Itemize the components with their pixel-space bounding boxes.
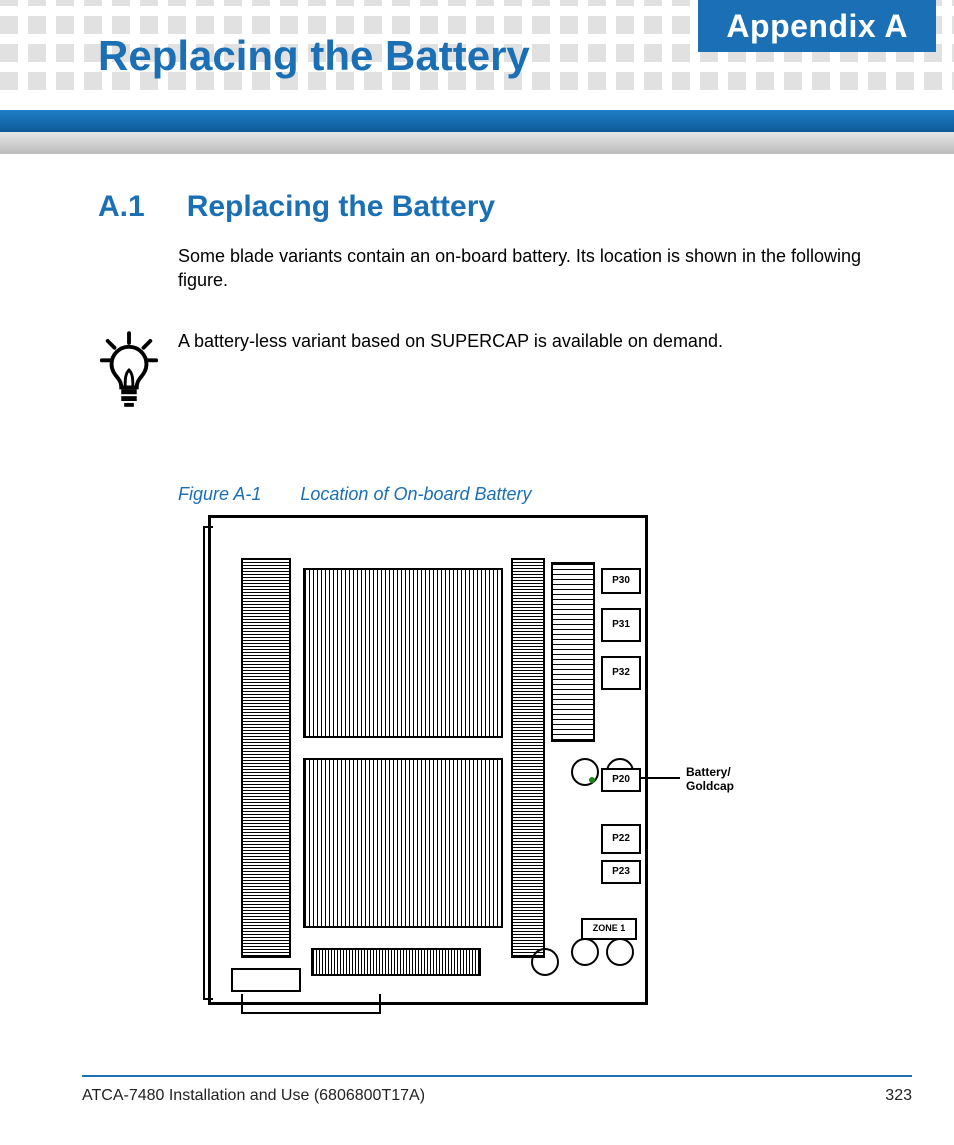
header-blue-bar <box>0 110 954 132</box>
connector-zone1: ZONE 1 <box>581 918 637 940</box>
connector-p30: P30 <box>601 568 641 594</box>
appendix-label: Appendix A <box>726 8 908 45</box>
board-outline: P30 P31 P32 P20 P22 P23 ZONE 1 <box>208 515 648 1005</box>
heatsink-top <box>303 568 503 738</box>
board-handle <box>241 994 381 1014</box>
callout-line1: Battery/ <box>686 765 731 779</box>
connector-p23: P23 <box>601 860 641 884</box>
connector-p31: P31 <box>601 608 641 642</box>
figure-title: Location of On-board Battery <box>300 484 531 504</box>
page-title: Replacing the Battery <box>98 32 530 80</box>
section-heading-row: A.1 Replacing the Battery <box>98 190 888 224</box>
connector-p22: P22 <box>601 824 641 854</box>
bottom-left-block <box>231 968 301 992</box>
tip-block: A battery-less variant based on SUPERCAP… <box>98 331 888 414</box>
module-right <box>551 562 595 742</box>
callout-line2: Goldcap <box>686 779 734 793</box>
connector-p32: P32 <box>601 656 641 690</box>
page-footer: ATCA-7480 Installation and Use (6806800T… <box>82 1075 912 1105</box>
section-heading: Replacing the Battery <box>187 190 495 224</box>
battery-marker-dot <box>589 777 595 783</box>
capacitor-icon <box>531 948 559 976</box>
figure-caption: Figure A-1 Location of On-board Battery <box>178 484 888 505</box>
connector-bottom-strip <box>311 948 481 976</box>
capacitor-icon <box>571 938 599 966</box>
heatsink-bottom <box>303 758 503 928</box>
dimm-slots-left <box>241 558 291 958</box>
callout-leader-line <box>640 777 680 779</box>
capacitor-icon <box>571 758 599 786</box>
footer-doc-title: ATCA-7480 Installation and Use (6806800T… <box>82 1087 425 1105</box>
tip-text: A battery-less variant based on SUPERCAP… <box>178 331 723 352</box>
section-number: A.1 <box>98 190 145 224</box>
footer-rule <box>82 1075 912 1077</box>
header-gray-bar <box>0 132 954 154</box>
battery-callout-label: Battery/ Goldcap <box>686 765 734 794</box>
figure-board-diagram: P30 P31 P32 P20 P22 P23 ZONE 1 Battery/ … <box>208 515 828 1035</box>
appendix-tab: Appendix A <box>698 0 936 52</box>
connector-p20: P20 <box>601 768 641 792</box>
footer-page-number: 323 <box>885 1087 912 1105</box>
lightbulb-icon <box>98 331 164 414</box>
paragraph-1: Some blade variants contain an on-board … <box>178 244 878 293</box>
dimm-slots-right <box>511 558 545 958</box>
figure-label: Figure A-1 <box>178 484 261 504</box>
capacitor-icon <box>606 938 634 966</box>
